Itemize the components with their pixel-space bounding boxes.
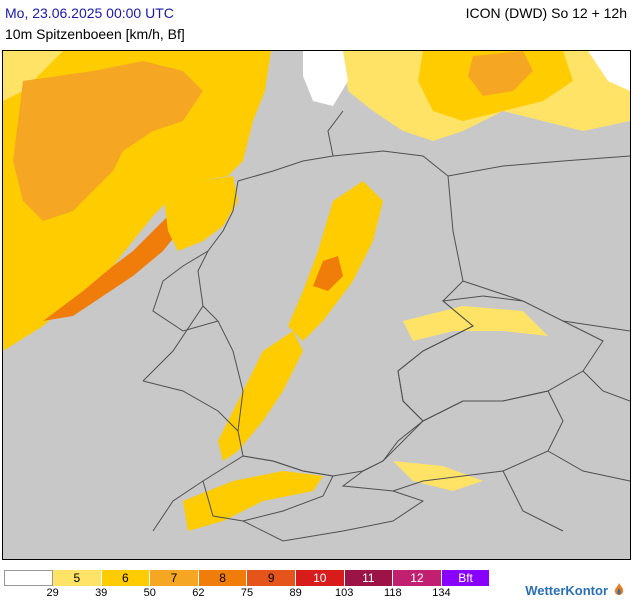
gust-streak-alps [183,471,323,531]
gust-area-north-sea-light [3,51,63,101]
logo-text: WetterKontor [525,582,608,598]
legend-box-7: 7 [150,570,199,586]
gust-streak-central-8 [313,256,343,291]
border-italy [242,490,425,542]
legend-box-10: 10 [295,570,345,586]
border-hungary [502,450,630,532]
border-austria [341,390,564,492]
color-scale-legend: 5 6 7 8 9 10 11 12 Bft [4,570,491,586]
legend-tick-103: 103 [335,587,354,599]
border-slovakia [582,370,630,402]
legend-box-bft: Bft [441,570,491,586]
gust-area-baltic-7 [468,51,533,96]
gust-streak-czech [403,306,548,341]
calm-area-denmark [303,51,348,106]
legend-tick-29: 29 [46,587,59,599]
legend-tick-62: 62 [192,587,205,599]
gust-streak-austria [393,461,483,491]
legend-box-9: 9 [247,570,296,586]
legend-tick-118: 118 [384,587,402,599]
gust-streak-south [218,331,303,461]
legend-box-8: 8 [198,570,248,586]
border-germany [197,150,474,477]
gust-area-netherlands [163,176,238,251]
border-poland [447,155,630,332]
weather-map [2,50,631,560]
parameter-label: 10m Spitzenboeen [km/h, Bf] [5,26,185,42]
legend-tick-39: 39 [95,587,108,599]
border-switzerland [202,455,334,522]
border-france [142,380,239,532]
border-denmark [327,110,344,157]
legend-tick-89: 89 [289,587,302,599]
legend-box-5: 5 [53,570,102,586]
legend-tick-75: 75 [240,587,254,599]
legend-box-11: 11 [344,570,394,586]
legend-box-calm [4,570,53,586]
calm-area-east [588,51,630,91]
legend-tick-labels: 29 39 50 62 75 89 103 118 134 [4,587,504,599]
wetterkontor-flame-icon [614,583,624,595]
wetterkontor-logo[interactable]: WetterKontor [525,582,627,598]
gust-area-north-sea-7 [13,61,203,221]
gust-map-svg [3,51,630,559]
forecast-datetime: Mo, 23.06.2025 00:00 UTC [5,5,174,21]
model-run-label: ICON (DWD) So 12 + 12h [465,5,627,21]
country-borders [142,110,630,542]
legend-box-12: 12 [393,570,442,586]
legend-tick-134: 134 [432,587,451,599]
legend-box-6: 6 [101,570,151,586]
border-benelux [142,250,219,382]
legend-tick-50: 50 [143,587,156,599]
